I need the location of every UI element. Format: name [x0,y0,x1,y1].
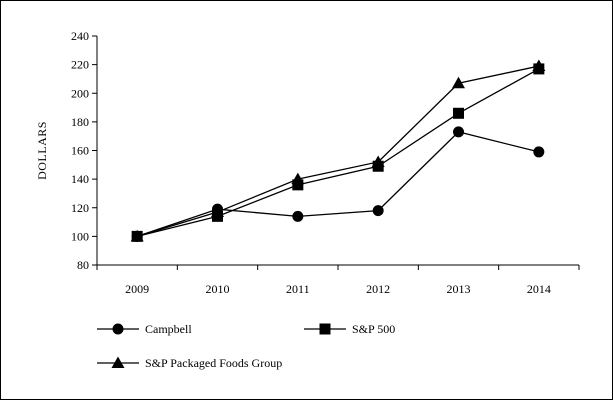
data-point-campbell [372,205,384,217]
data-point-sandp-packaged-foods-group [130,229,144,242]
data-point-sandp-500 [453,107,464,119]
y-axis-title: DOLLARS [35,121,49,180]
x-tick-label: 2013 [447,282,471,296]
legend-marker-campbell [112,323,124,335]
data-point-campbell [533,146,545,158]
y-tick-label: 120 [71,201,89,215]
series-line-campbell [136,131,539,237]
y-tick-label: 220 [71,58,89,72]
y-tick-label: 160 [71,144,89,158]
x-tick-label: 2009 [125,282,149,296]
x-tick-label: 2012 [366,282,390,296]
data-point-sandp-500 [292,179,304,191]
y-tick-label: 200 [71,86,89,100]
y-tick-label: 80 [77,258,89,272]
x-tick-label: 2014 [527,282,551,296]
data-point-sandp-packaged-foods-group [291,172,305,185]
legend-marker-sandp-packaged-foods-group [111,356,125,368]
data-point-campbell [292,210,304,222]
data-point-sandp-packaged-foods-group [452,76,465,89]
y-tick-label: 180 [71,115,89,129]
data-point-sandp-packaged-foods-group [532,59,546,72]
y-tick-label: 240 [71,29,89,43]
x-tick-label: 2011 [286,282,310,296]
legend-label-sandp-500: S&P 500 [352,322,395,336]
legend-marker-sandp-500 [319,323,331,335]
x-tick-label: 2010 [206,282,230,296]
data-point-sandp-packaged-foods-group [371,155,385,167]
y-tick-label: 100 [71,229,89,243]
data-point-sandp-packaged-foods-group [211,205,224,218]
legend-label-campbell: Campbell [145,322,192,336]
y-tick-label: 140 [71,172,89,186]
data-point-campbell [453,126,464,138]
series-line-sandp-500 [137,68,540,238]
series-line-sandp-packaged-foods-group [136,65,539,237]
legend-label-sandp-packaged-foods-group: S&P Packaged Foods Group [145,356,282,370]
